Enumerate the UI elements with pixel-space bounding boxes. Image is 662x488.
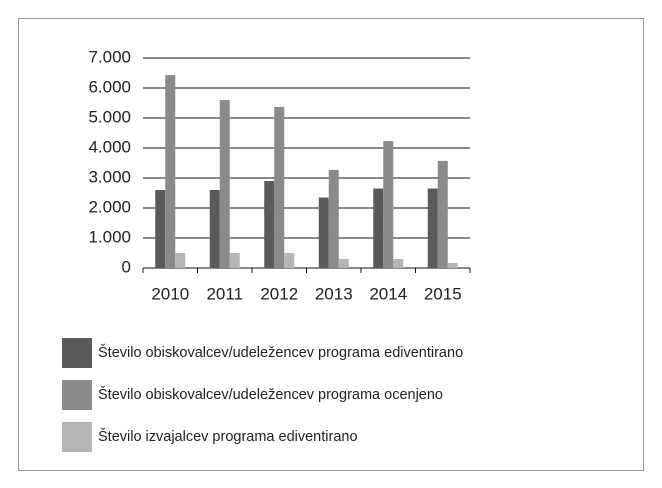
legend-label: Število obiskovalcev/udeležencev program… (98, 344, 463, 361)
x-tick-label: 2013 (315, 284, 353, 303)
bar (373, 188, 384, 268)
x-tick-label: 2015 (424, 284, 462, 303)
bar (264, 181, 275, 268)
legend-swatch (62, 338, 92, 368)
bar (209, 190, 220, 268)
y-tick-label: 0 (122, 257, 131, 276)
x-tick-label: 2012 (260, 284, 298, 303)
bar (219, 100, 230, 268)
bar (383, 141, 394, 268)
legend-swatch (62, 422, 92, 452)
y-tick-label: 7.000 (88, 47, 131, 66)
y-tick-label: 5.000 (88, 107, 131, 126)
x-tick-label: 2011 (206, 284, 243, 303)
x-tick-label: 2014 (369, 284, 407, 303)
y-tick-label: 2.000 (88, 197, 131, 216)
legend-label: Število izvajalcev programa ediventirano (98, 428, 358, 445)
chart-frame (18, 18, 644, 471)
bar (328, 169, 339, 268)
bar (284, 253, 295, 268)
bar (155, 190, 166, 268)
legend-label: Število obiskovalcev/udeležencev program… (98, 386, 443, 403)
bar (447, 262, 458, 268)
y-tick-label: 6.000 (88, 77, 131, 96)
bar (274, 106, 285, 269)
bar (229, 253, 240, 268)
y-tick-label: 1.000 (88, 227, 131, 246)
bar (437, 160, 448, 268)
bar (165, 75, 176, 268)
legend-swatch (62, 380, 92, 410)
bar (427, 188, 438, 268)
bar (393, 259, 404, 268)
bar (175, 253, 186, 268)
bar (338, 259, 349, 268)
bar (318, 197, 329, 268)
y-tick-label: 4.000 (88, 137, 131, 156)
y-tick-label: 3.000 (88, 167, 131, 186)
x-tick-label: 2010 (151, 284, 189, 303)
